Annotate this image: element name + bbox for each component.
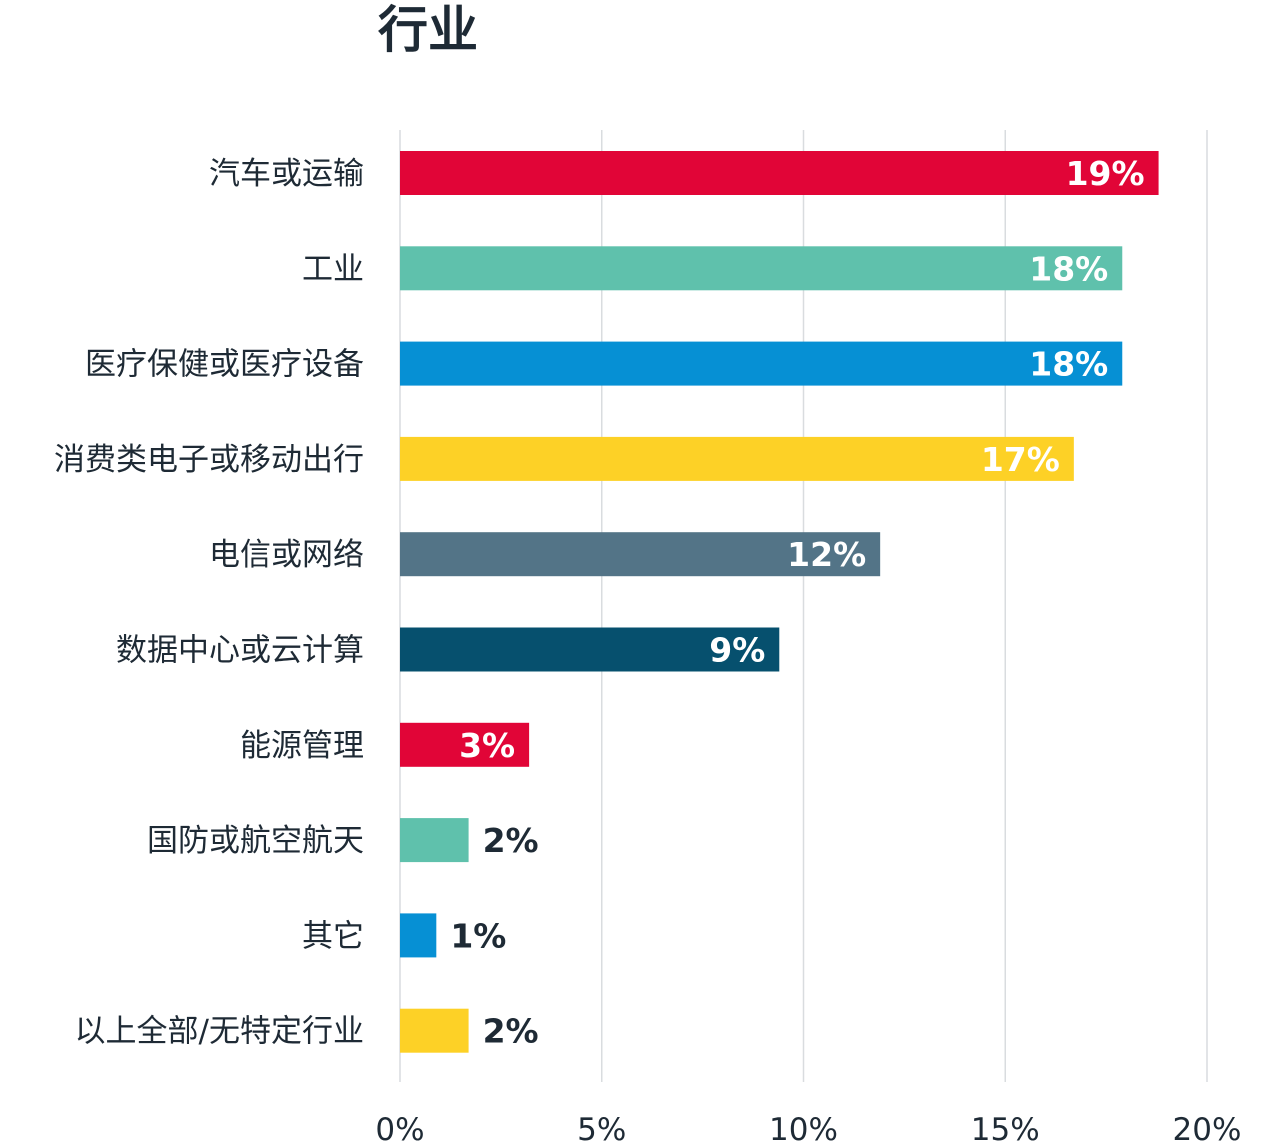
x-axis-tick-labels: 0% 5% 10% 15% 20% bbox=[375, 1112, 1241, 1144]
bar bbox=[400, 1008, 469, 1053]
value-label: 18% bbox=[1029, 345, 1108, 384]
value-label: 9% bbox=[709, 631, 765, 670]
x-tick-label: 5% bbox=[577, 1112, 626, 1144]
bar bbox=[400, 151, 1159, 195]
chart-title: 行业 bbox=[378, 1, 478, 59]
category-label: 工业 bbox=[302, 251, 364, 287]
x-tick-label: 15% bbox=[971, 1112, 1040, 1144]
category-label: 汽车或运输 bbox=[209, 156, 364, 192]
category-label: 能源管理 bbox=[240, 728, 364, 764]
x-tick-label: 0% bbox=[375, 1112, 424, 1144]
category-label: 消费类电子或移动出行 bbox=[54, 442, 364, 478]
x-tick-label: 20% bbox=[1173, 1112, 1242, 1144]
bars bbox=[400, 151, 1159, 1053]
category-labels: 汽车或运输工业医疗保健或医疗设备消费类电子或移动出行电信或网络数据中心或云计算能… bbox=[54, 156, 364, 1050]
category-label: 数据中心或云计算 bbox=[116, 633, 364, 669]
value-label: 3% bbox=[459, 726, 515, 765]
bar bbox=[400, 341, 1123, 386]
category-label: 医疗保健或医疗设备 bbox=[85, 347, 364, 383]
value-label: 12% bbox=[787, 535, 866, 574]
bar bbox=[400, 246, 1123, 291]
bar bbox=[400, 532, 881, 577]
value-label: 1% bbox=[450, 916, 506, 955]
category-label: 以上全部/无特定行业 bbox=[75, 1014, 364, 1050]
bar bbox=[400, 627, 780, 672]
bar bbox=[400, 818, 469, 863]
value-label: 2% bbox=[483, 1012, 539, 1051]
category-label: 国防或航空航天 bbox=[147, 823, 364, 859]
x-tick-label: 10% bbox=[769, 1112, 838, 1144]
category-label: 电信或网络 bbox=[209, 537, 364, 573]
bar bbox=[400, 436, 1074, 481]
value-labels: 19% 18% 18% 17% 12% 9% 3% 2% 1% 2% bbox=[450, 154, 1144, 1051]
value-label: 17% bbox=[981, 440, 1060, 479]
value-label: 19% bbox=[1066, 154, 1145, 193]
category-label: 其它 bbox=[302, 918, 364, 954]
bar bbox=[400, 722, 530, 767]
value-label: 2% bbox=[483, 821, 539, 860]
bar bbox=[400, 913, 437, 958]
value-label: 18% bbox=[1029, 249, 1108, 288]
